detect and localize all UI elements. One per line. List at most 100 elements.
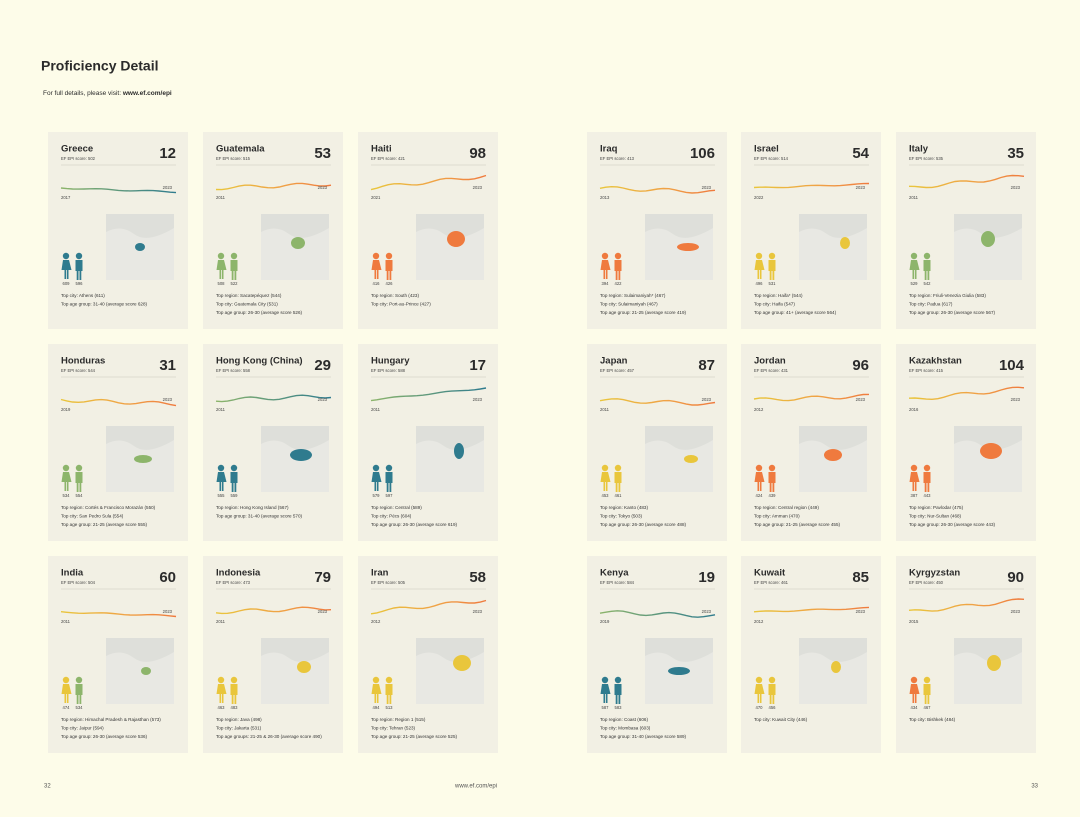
- country-card: Japan 87 EF EPI score: 457 2011 2023 453 461 To…: [587, 344, 727, 541]
- figure-head: [75, 464, 83, 472]
- map-highlight: [677, 243, 699, 251]
- country-card: Guatemala 53 EF EPI score: 515 2011 2023 508 5…: [203, 132, 343, 329]
- detail-line: Top age groups: 21-25 & 26-30 (average s…: [216, 734, 322, 739]
- female-score: 470: [756, 705, 764, 710]
- figure-head: [62, 676, 70, 684]
- detail-line: Top region: Friuli-Venezia Giulia (583): [909, 293, 986, 298]
- figure-body: [768, 684, 776, 704]
- female-score: 434: [911, 705, 919, 710]
- trend-line: [753, 606, 870, 613]
- male-score: 513: [386, 705, 394, 710]
- end-year: 2023: [856, 609, 866, 614]
- trend-line: [370, 387, 487, 402]
- map-highlight: [290, 449, 312, 461]
- country-card: Kuwait 85 EF EPI score: 461 2012 2023 470 456 T…: [741, 556, 881, 753]
- score-label: EF EPI score: 514: [754, 156, 789, 161]
- female-score: 394: [602, 281, 610, 286]
- figure-body: [75, 684, 83, 704]
- country-name: India: [61, 568, 84, 579]
- start-year: 2022: [754, 195, 764, 200]
- end-year: 2023: [702, 609, 712, 614]
- figure-body: [61, 260, 72, 279]
- start-year: 2017: [61, 195, 71, 200]
- map-highlight: [454, 443, 464, 459]
- score-label: EF EPI score: 421: [371, 156, 406, 161]
- figure-head: [614, 252, 622, 260]
- figure-head: [230, 464, 238, 472]
- female-score: 587: [602, 705, 610, 710]
- figure-body: [385, 472, 393, 492]
- trend-line: [908, 174, 1025, 189]
- page-number: 32: [44, 784, 51, 790]
- score-label: EF EPI score: 515: [216, 156, 251, 161]
- rank: 17: [469, 357, 486, 374]
- figure-head: [372, 464, 380, 472]
- trend-line: [60, 398, 177, 407]
- detail-line: Top city: Haifa (547): [754, 302, 795, 307]
- start-year: 2011: [600, 407, 610, 412]
- rank: 12: [159, 145, 176, 162]
- country-name: Japan: [600, 356, 628, 367]
- country-name: Kenya: [600, 568, 629, 579]
- detail-line: Top age group: 26-30 (average score 443): [909, 522, 996, 527]
- figure-body: [768, 260, 776, 280]
- footer-url: www.ef.com/epi: [454, 784, 497, 790]
- figure-head: [923, 252, 931, 260]
- trend-line: [370, 174, 487, 191]
- female-score: 555: [218, 493, 226, 498]
- detail-line: Top region: Hong Kong Island (567): [216, 505, 289, 510]
- figure-head: [62, 252, 70, 260]
- country-card: India 60 EF EPI score: 504 2011 2023 474 534 To…: [48, 556, 188, 753]
- country-name: Honduras: [61, 356, 105, 367]
- url: www.ef.com/epi: [122, 90, 172, 97]
- country-card: Iran 58 EF EPI score: 505 2012 2023 494 513 Top…: [358, 556, 498, 753]
- start-year: 2016: [909, 407, 919, 412]
- detail-line: Top city: Padua (617): [909, 302, 953, 307]
- cards: Greece 12 EF EPI score: 502 2017 2023 609 596 T…: [48, 132, 1036, 753]
- map-land: [106, 228, 174, 280]
- map-highlight: [447, 231, 465, 247]
- figure-body: [614, 472, 622, 492]
- score-label: EF EPI score: 431: [754, 368, 789, 373]
- start-year: 2019: [61, 407, 71, 412]
- rank: 54: [852, 145, 869, 162]
- start-year: 2021: [371, 195, 381, 200]
- detail-line: Top city: Athens (611): [61, 293, 105, 298]
- female-score: 496: [756, 281, 764, 286]
- detail-line: Top city: Nur-Sultan (468): [909, 514, 962, 519]
- subtitle-text: For full details, please visit:: [43, 90, 121, 97]
- figure-body: [600, 472, 611, 491]
- score-label: EF EPI score: 584: [600, 580, 635, 585]
- end-year: 2023: [1011, 609, 1021, 614]
- figure-body: [371, 260, 382, 279]
- map-highlight: [980, 443, 1002, 459]
- figure-body: [230, 260, 238, 280]
- map-highlight: [824, 449, 842, 461]
- map-land: [645, 440, 713, 492]
- trend-line: [908, 386, 1025, 401]
- figure-body: [909, 684, 920, 703]
- map-highlight: [141, 667, 151, 675]
- map-land: [416, 228, 484, 280]
- detail-line: Top city: Bishkek (484): [909, 717, 956, 722]
- male-score: 522: [231, 281, 239, 286]
- figure-head: [614, 676, 622, 684]
- map-land: [645, 228, 713, 280]
- score-label: EF EPI score: 504: [61, 580, 96, 585]
- rank: 58: [469, 569, 486, 586]
- start-year: 2011: [216, 619, 226, 624]
- detail-line: Top age group: 26-30 (average score 488): [600, 522, 687, 527]
- detail-line: Top region: Himachal Pradesh & Rajasthan…: [61, 717, 161, 722]
- figure-head: [923, 676, 931, 684]
- male-score: 583: [615, 705, 623, 710]
- detail-line: Top region: Sulaimaniyah* (467): [600, 293, 666, 298]
- trend-line: [60, 187, 177, 194]
- rank: 79: [314, 569, 331, 586]
- country-card: Indonesia 79 EF EPI score: 473 2011 2023 463 4…: [203, 556, 343, 753]
- end-year: 2023: [318, 397, 328, 402]
- male-score: 443: [924, 493, 932, 498]
- map-highlight: [135, 243, 145, 251]
- map-highlight: [987, 655, 1001, 671]
- figure-head: [768, 464, 776, 472]
